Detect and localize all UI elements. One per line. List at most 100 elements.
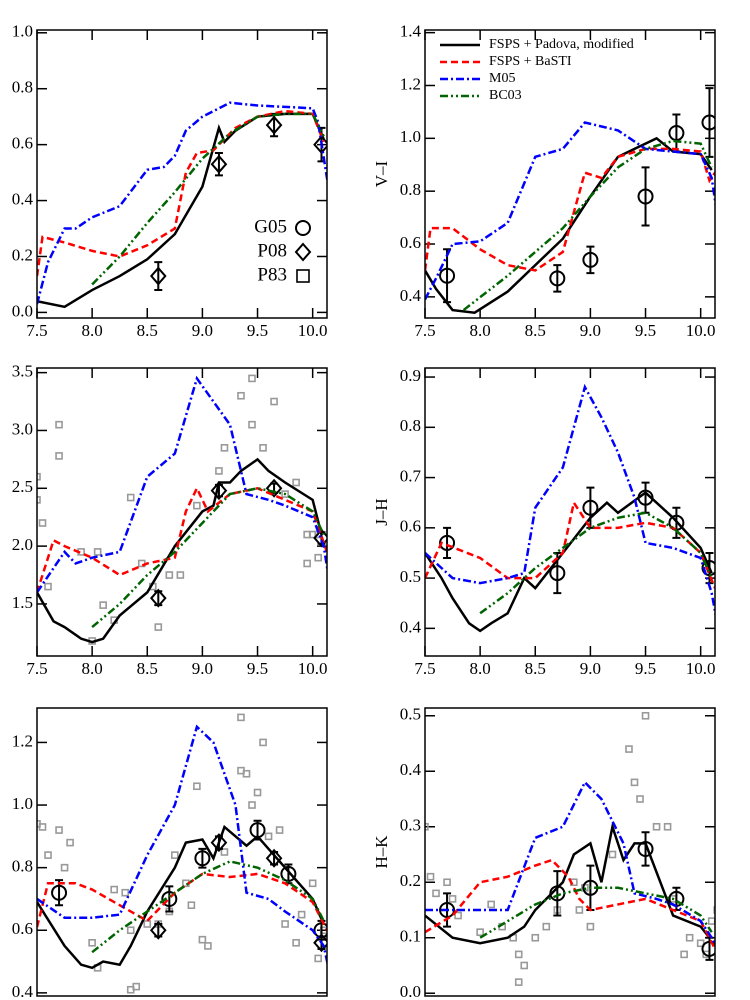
- x-tick-label: 8.0: [470, 659, 491, 678]
- square-point: [198, 935, 207, 944]
- diamond-point: [265, 848, 283, 868]
- square-point: [707, 917, 715, 925]
- plot-area: [425, 711, 715, 986]
- y-tick-label: 0.4: [12, 982, 34, 1000]
- model-line: [425, 780, 715, 948]
- square-point: [193, 501, 201, 510]
- panel: 0.4 0.5 0.6 0.7 0.8 0.9 7.5 8.0 8.5 9.0 9.5 10.0 J–H: [372, 366, 716, 678]
- square-point: [253, 788, 262, 797]
- square-point: [220, 848, 229, 856]
- square-point: [37, 496, 41, 504]
- square-point: [60, 863, 69, 872]
- legend-label: BC03: [489, 88, 522, 103]
- square-point: [88, 938, 96, 947]
- square-point: [215, 467, 223, 475]
- x-tick-label: 9.5: [635, 321, 656, 340]
- y-tick-label: 3.0: [12, 419, 33, 438]
- model-line: [425, 499, 715, 589]
- model-line: [425, 383, 715, 619]
- y-tick-label: 2.0: [12, 535, 33, 554]
- y-tick-label: 1.0: [400, 127, 421, 146]
- square-point: [126, 926, 135, 935]
- diamond-point: [210, 833, 228, 853]
- x-tick-label: 8.0: [82, 659, 103, 678]
- y-tick-label: 0.4: [400, 286, 422, 305]
- y-tick-label: 1.4: [400, 22, 422, 41]
- circle-point: [582, 251, 599, 268]
- y-tick-label: 3.5: [12, 362, 33, 381]
- square-point: [110, 885, 118, 894]
- panel: 1.5 2.0 2.5 3.0 3.5 7.5 8.0 8.5 9.0 9.5 10.0: [12, 362, 328, 678]
- square-point: [281, 920, 289, 928]
- diamond-point: [149, 920, 167, 940]
- x-tick-label: 7.5: [26, 321, 47, 340]
- square-point: [55, 826, 63, 834]
- square-point: [55, 420, 63, 429]
- square-point: [187, 901, 196, 910]
- square-point: [132, 982, 141, 991]
- y-tick-label: 0.9: [400, 366, 421, 385]
- model-line: [37, 457, 323, 644]
- panel: 0.4 0.6 0.8 1.0 1.2 1.4 7.5 8.0 8.5 9.0 9.5 10.0 V–I…: [372, 22, 716, 340]
- y-tick-label: 0.8: [400, 180, 421, 199]
- y-axis-label: J–H: [372, 498, 391, 525]
- panel: 0.0 0.1 0.2 0.3 0.4 0.5 H–K: [372, 705, 716, 1000]
- legend-label: M05: [489, 71, 515, 86]
- square-point: [308, 879, 317, 888]
- diamond-point: [313, 528, 327, 548]
- y-tick-label: 0.6: [12, 134, 33, 153]
- square-point: [270, 397, 278, 406]
- legend-label: FSPS + BaSTI: [489, 54, 572, 69]
- square-point: [275, 826, 284, 834]
- square-point: [514, 950, 523, 959]
- x-tick-label: 9.0: [580, 321, 601, 340]
- circle-point: [637, 188, 654, 205]
- model-line: [37, 824, 325, 970]
- diamond-point: [313, 135, 327, 155]
- y-tick-label: 1.5: [12, 593, 33, 612]
- axes-frame: [36, 29, 328, 319]
- square-point: [66, 838, 74, 847]
- circle-point: [439, 267, 456, 284]
- circle-point: [313, 922, 327, 939]
- model-line: [37, 724, 327, 967]
- y-tick-label: 1.0: [12, 794, 33, 813]
- square-point: [586, 922, 595, 931]
- circle-point: [194, 850, 211, 867]
- model-line: [37, 109, 325, 277]
- y-tick-label: 0.4: [12, 189, 34, 208]
- y-tick-label: 0.6: [12, 919, 33, 938]
- x-tick-label: 8.0: [82, 321, 103, 340]
- axes-frame: [424, 367, 716, 657]
- square-point: [264, 832, 273, 841]
- y-tick-label: 0.3: [400, 816, 421, 835]
- y-tick-label: 2.5: [12, 477, 33, 496]
- model-line: [37, 112, 325, 309]
- x-tick-label: 9.5: [247, 321, 268, 340]
- square-point: [259, 738, 267, 747]
- x-tick-label: 9.5: [635, 659, 656, 678]
- square-point: [314, 553, 322, 562]
- circle-point: [439, 534, 456, 551]
- x-tick-label: 7.5: [414, 321, 435, 340]
- square-point: [425, 822, 429, 831]
- square-point: [443, 878, 451, 887]
- square-point: [314, 954, 322, 963]
- x-tick-label: 9.0: [192, 659, 213, 678]
- model-line: [37, 872, 327, 931]
- y-tick-label: 0.5: [400, 567, 421, 586]
- error-bar: [443, 526, 452, 559]
- model-line: [425, 136, 713, 315]
- square-point: [542, 922, 551, 931]
- square-point: [242, 769, 251, 778]
- plot-area: [37, 101, 327, 309]
- x-tick-label: 8.5: [137, 321, 158, 340]
- y-tick-label: 0.4: [400, 617, 422, 636]
- square-point: [165, 571, 174, 579]
- x-tick-label: 8.5: [525, 321, 546, 340]
- square-point: [220, 444, 229, 452]
- panel: 0.4 0.6 0.8 1.0 1.2: [12, 707, 328, 1000]
- legend-label: FSPS + Padova, modified: [489, 37, 634, 52]
- error-bar: [553, 870, 562, 917]
